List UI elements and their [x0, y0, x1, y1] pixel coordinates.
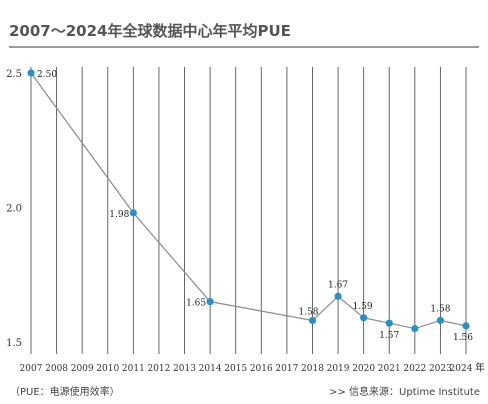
data-label-2019: 1.67 — [328, 280, 348, 290]
x-axis-suffix: 年 — [475, 361, 485, 374]
x-tick-label: 2022 — [403, 364, 426, 374]
x-tick-label: 2016 — [250, 364, 273, 374]
y-tick-label: 1.5 — [6, 338, 22, 349]
x-tick-label: 2020 — [352, 364, 375, 374]
x-tick-label: 2009 — [71, 364, 94, 374]
data-point-2011 — [129, 209, 137, 217]
data-point-2007 — [27, 69, 35, 77]
data-point-2018 — [308, 316, 317, 325]
x-tick-label: 2023 — [429, 364, 452, 374]
data-label-2021: 1.57 — [379, 331, 399, 341]
data-point-2019 — [334, 292, 342, 300]
data-label-2018: 1.58 — [298, 307, 318, 317]
chart-title: 2007～2024年全球数据中心年平均PUE — [9, 22, 291, 40]
data-point-2020 — [360, 314, 368, 322]
series-line — [30, 72, 467, 330]
x-tick-label: 2024 — [450, 364, 473, 374]
x-tick-label: 2017 — [275, 364, 298, 374]
data-point-2014 — [206, 298, 214, 306]
x-tick-label: 2012 — [147, 364, 170, 374]
data-label-2014: 1.65 — [186, 299, 206, 309]
x-tick-label: 2013 — [173, 364, 196, 374]
data-label-2020: 1.59 — [353, 302, 373, 312]
x-tick-label: 2015 — [224, 364, 247, 374]
x-tick-label: 2007 — [20, 364, 43, 374]
x-tick-label: 2019 — [327, 364, 350, 374]
data-label-2011: 1.98 — [109, 210, 129, 220]
source-note: >> 信息来源：Uptime Institute — [329, 387, 480, 398]
data-point-2021 — [385, 319, 393, 327]
x-tick-label: 2008 — [45, 364, 68, 374]
x-tick-label: 2010 — [96, 364, 119, 374]
data-label-2007: 2.50 — [37, 70, 57, 80]
y-tick-label: 2.5 — [6, 69, 22, 80]
data-label-2023: 1.58 — [430, 304, 450, 314]
y-tick-label: 2.0 — [6, 204, 22, 215]
data-point-2023 — [436, 316, 445, 325]
x-tick-label: 2021 — [378, 364, 401, 374]
data-label-2024: 1.56 — [453, 333, 473, 343]
x-tick-label: 2014 — [199, 364, 222, 374]
x-tick-label: 2018 — [301, 364, 324, 374]
data-point-2022 — [411, 324, 419, 333]
x-tick-label: 2011 — [122, 364, 145, 374]
data-point-2024 — [462, 322, 470, 330]
footnote: （PUE：电源使用效率） — [10, 387, 120, 398]
title-divider — [9, 46, 479, 48]
